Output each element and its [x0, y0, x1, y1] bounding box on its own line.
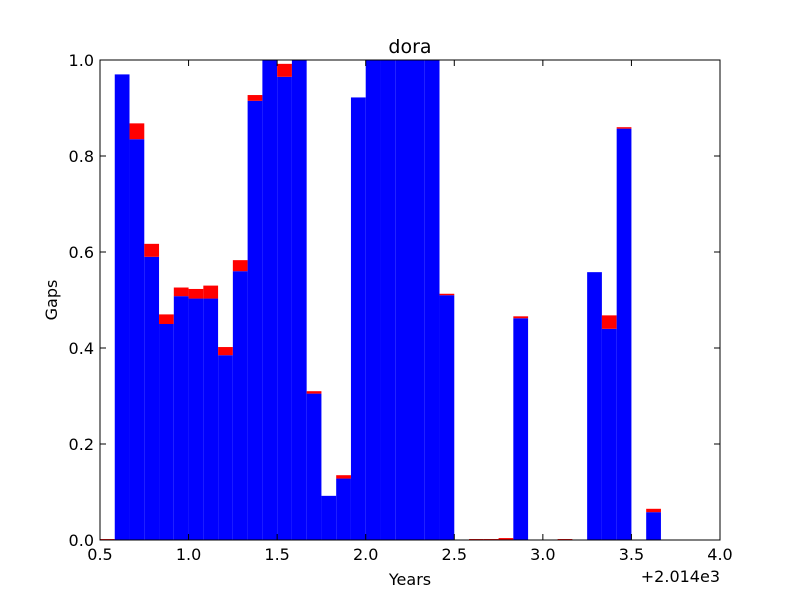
y-axis-label: Gaps — [42, 280, 61, 321]
x-tick-label-2: 1.5 — [264, 545, 289, 564]
bar-blue-35 — [616, 128, 632, 540]
x-tick-label-1: 1.0 — [176, 545, 201, 564]
bar-blue-17 — [350, 97, 366, 540]
y-tick-label-4: 0.8 — [69, 147, 94, 166]
bar-blue-15 — [321, 495, 337, 540]
bars-group — [100, 60, 661, 541]
bar-red-10 — [247, 95, 263, 101]
bar-blue-2 — [129, 139, 145, 540]
bar-blue-28 — [513, 318, 529, 540]
bar-blue-33 — [587, 272, 602, 540]
chart-title: dora — [388, 36, 431, 58]
y-tick-label-3: 0.6 — [69, 243, 94, 262]
bar-blue-22 — [424, 60, 440, 540]
bar-red-35 — [616, 127, 632, 129]
bar-red-37 — [646, 508, 661, 513]
bar-red-14 — [306, 391, 322, 394]
x-tick-label-6: 3.5 — [619, 545, 644, 564]
x-tick-label-5: 3.0 — [530, 545, 555, 564]
bar-red-23 — [439, 293, 455, 296]
x-offset-label: +2.014e3 — [641, 567, 720, 586]
bar-red-2 — [129, 123, 145, 140]
bar-red-6 — [188, 288, 204, 299]
plot-frame — [99, 59, 721, 541]
bar-blue-10 — [247, 100, 263, 541]
bar-blue-34 — [601, 328, 617, 540]
bar-blue-18 — [365, 60, 381, 540]
bar-red-4 — [159, 314, 174, 324]
bar-blue-3 — [144, 256, 160, 540]
bar-red-16 — [336, 475, 351, 479]
bar-red-7 — [203, 285, 219, 299]
bar-blue-11 — [262, 60, 278, 540]
bar-blue-8 — [218, 355, 233, 540]
y-tick-label-1: 0.2 — [69, 435, 94, 454]
x-tick-label-7: 4.0 — [707, 545, 732, 564]
y-tick-label-0: 0.0 — [69, 531, 94, 550]
bar-blue-21 — [410, 60, 425, 540]
y-tick-label-5: 1.0 — [69, 51, 94, 70]
x-axis-label: Years — [388, 570, 431, 589]
x-tick-label-4: 2.5 — [442, 545, 467, 564]
x-tick-label-0: 0.5 — [87, 545, 112, 564]
bar-red-12 — [277, 63, 292, 77]
bar-blue-16 — [336, 478, 351, 540]
bar-blue-7 — [203, 298, 219, 540]
bar-blue-20 — [395, 60, 410, 540]
bar-red-3 — [144, 243, 160, 257]
bar-blue-12 — [277, 76, 292, 541]
bar-red-5 — [173, 287, 189, 297]
bar-red-34 — [601, 315, 617, 329]
bar-blue-6 — [188, 298, 204, 540]
ticks-group — [99, 59, 721, 541]
x-tick-label-3: 2.0 — [353, 545, 378, 564]
bar-blue-4 — [159, 324, 174, 540]
bar-red-28 — [513, 316, 529, 319]
bar-red-9 — [232, 260, 248, 272]
tick-labels-group: 0.5 1.0 1.5 2.0 2.5 3.0 3.5 4.0 0.0 0.2 0.4 0.6 0.8 1… — [69, 51, 733, 564]
bar-blue-1 — [114, 74, 130, 541]
bar-blue-9 — [232, 271, 248, 540]
bar-blue-5 — [173, 296, 189, 540]
bar-blue-19 — [380, 60, 396, 540]
bar-blue-14 — [306, 393, 322, 540]
y-tick-label-2: 0.4 — [69, 339, 94, 358]
bar-blue-13 — [291, 60, 307, 540]
bar-red-8 — [218, 347, 233, 356]
bar-blue-37 — [646, 512, 661, 540]
bar-red-27 — [498, 538, 514, 540]
bar-blue-23 — [439, 295, 455, 540]
